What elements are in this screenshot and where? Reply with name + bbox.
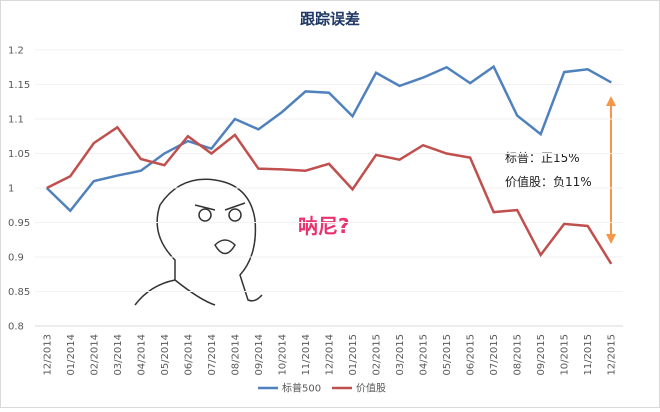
x-tick-label: 06/2014	[183, 334, 194, 376]
annotation: 价值股：负11%	[505, 174, 592, 189]
meme-face	[134, 178, 263, 306]
y-tick-label: 1	[8, 184, 14, 195]
x-tick-label: 10/2015	[560, 334, 571, 376]
x-tick-label: 08/2015	[513, 334, 524, 376]
y-tick-label: 1.15	[8, 80, 30, 91]
x-tick-label: 03/2014	[113, 334, 124, 376]
x-tick-label: 02/2014	[89, 334, 100, 376]
x-tick-label: 01/2015	[348, 334, 359, 376]
y-tick-label: 0.85	[8, 287, 30, 298]
annotation: 呐尼?	[298, 214, 350, 238]
x-tick-label: 04/2015	[419, 334, 430, 376]
y-tick-label: 0.9	[8, 253, 24, 264]
x-tick-label: 05/2014	[160, 334, 171, 376]
data-line	[45, 64, 612, 213]
y-tick-label: 0.8	[8, 322, 24, 333]
arrow	[606, 96, 616, 244]
x-tick-label: 11/2014	[301, 334, 312, 376]
x-tick-label: 09/2015	[536, 334, 547, 376]
x-tick-label: 12/2014	[325, 334, 336, 376]
x-tick-label: 11/2015	[583, 334, 594, 376]
x-tick-label: 07/2014	[207, 334, 218, 376]
x-tick-label: 12/2015	[607, 334, 618, 376]
x-tick-label: 02/2015	[372, 334, 383, 376]
y-tick-label: 1.05	[8, 149, 30, 160]
y-tick-label: 0.95	[8, 218, 30, 229]
legend-label: 价值股	[356, 382, 386, 395]
x-tick-label: 10/2014	[277, 334, 288, 376]
x-tick-label: 03/2015	[395, 334, 406, 376]
y-tick-label: 1.1	[8, 115, 24, 126]
x-tick-label: 09/2014	[254, 334, 265, 376]
data-line	[46, 125, 613, 265]
x-tick-label: 12/2013	[42, 334, 53, 376]
chart-title: 跟踪误差	[300, 10, 360, 28]
y-tick-label: 1.2	[8, 46, 24, 57]
annotation: 标普：正15%	[505, 151, 580, 165]
x-tick-label: 06/2015	[466, 334, 477, 376]
x-tick-label: 05/2015	[442, 334, 453, 376]
legend-label: 标普500	[282, 382, 321, 395]
x-tick-label: 04/2014	[136, 334, 147, 376]
x-tick-label: 08/2014	[230, 334, 241, 376]
x-tick-label: 01/2014	[66, 334, 77, 376]
x-tick-label: 07/2015	[489, 334, 500, 376]
